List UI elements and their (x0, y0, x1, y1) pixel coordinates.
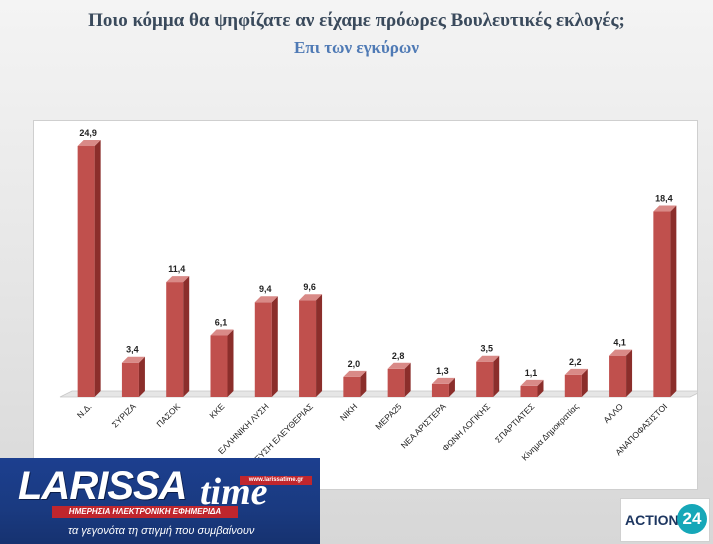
bar-top-2 (166, 276, 190, 283)
bar-0 (77, 146, 95, 397)
bar-top-11 (564, 368, 588, 375)
bar-value-label-0: 24,9 (79, 128, 97, 138)
bar-value-label-11: 2,2 (569, 357, 582, 367)
bar-top-0 (77, 140, 101, 147)
category-label-10: ΣΠΑΡΤΙΑΤΕΣ (493, 401, 536, 444)
bar-top-7 (387, 362, 411, 369)
bar-3 (210, 335, 228, 397)
bar-value-label-1: 3,4 (126, 345, 139, 355)
bar-value-label-6: 2,0 (348, 359, 361, 369)
bar-value-label-10: 1,1 (525, 368, 538, 378)
category-label-0: Ν.Δ. (75, 401, 94, 420)
bar-12 (609, 355, 627, 397)
bar-value-label-5: 9,6 (303, 282, 316, 292)
bar-value-label-12: 4,1 (613, 338, 626, 348)
bar-10 (520, 385, 538, 397)
bar-side-9 (493, 355, 500, 397)
action24-text: ACTION (625, 512, 679, 528)
bar-side-7 (404, 362, 411, 397)
bar-2 (166, 282, 184, 397)
chart-floor (59, 390, 697, 398)
category-label-12: ΑΛΛΟ (601, 401, 625, 425)
logo-url: www.larissatime.gr (240, 476, 312, 485)
larissa-time-logo: LARISSA time www.larissatime.gr ΗΜΕΡΗΣΙΑ… (0, 458, 320, 544)
bar-side-1 (138, 356, 145, 397)
action24-number: 24 (677, 504, 707, 534)
bar-value-label-3: 6,1 (215, 318, 228, 328)
bar-top-5 (299, 294, 323, 301)
bar-7 (387, 368, 405, 397)
logo-word-larissa: LARISSA (18, 464, 188, 508)
bar-side-2 (183, 276, 190, 397)
bar-top-1 (121, 356, 145, 363)
bar-value-label-9: 3,5 (480, 344, 493, 354)
bar-top-6 (343, 370, 367, 377)
chart-area: 24,9 Ν.Δ. 3,4 ΣΥΡΙΖΑ 11,4 ΠΑΣΟΚ 6,1 ΚΚΕ 9,4 ΕΛΛΗΝ… (33, 120, 698, 490)
bar-side-10 (537, 379, 544, 397)
chart-title: Ποιο κόμμα θα ψηφίζατε αν είχαμε πρόωρες… (88, 10, 625, 31)
bar-top-8 (431, 377, 455, 384)
bar-8 (431, 383, 449, 397)
bar-top-9 (476, 355, 500, 362)
bar-side-6 (360, 370, 367, 397)
bar-top-3 (210, 329, 234, 336)
bar-4 (254, 302, 272, 397)
bar-side-5 (316, 294, 323, 397)
category-label-1: ΣΥΡΙΖΑ (110, 401, 138, 429)
bar-side-3 (227, 329, 234, 397)
chart-subtitle: Επι των εγκύρων (294, 38, 419, 57)
bar-top-13 (653, 205, 677, 212)
bar-side-4 (271, 296, 278, 397)
category-label-8: ΝΕΑ ΑΡΙΣΤΕΡΑ (399, 401, 448, 450)
bar-5 (299, 300, 317, 397)
logo-tagline-strip: ΗΜΕΡΗΣΙΑ ΗΛΕΚΤΡΟΝΙΚΗ ΕΦΗΜΕΡΙΔΑ (52, 506, 238, 518)
bar-side-0 (94, 140, 101, 397)
bar-value-label-2: 11,4 (168, 264, 185, 274)
bar-13 (653, 211, 671, 397)
logo-slogan: τα γεγονότα τη στιγμή που συμβαίνουν (68, 525, 255, 537)
bar-side-13 (670, 205, 677, 397)
bar-9 (476, 361, 494, 397)
category-label-3: ΚΚΕ (207, 401, 226, 420)
bar-value-label-8: 1,3 (436, 366, 449, 376)
bar-top-10 (520, 379, 544, 386)
bar-value-label-4: 9,4 (259, 284, 272, 294)
bar-11 (564, 374, 582, 397)
bar-6 (343, 376, 361, 397)
bar-chart: 24,9Ν.Δ.3,4ΣΥΡΙΖΑ11,4ΠΑΣΟΚ6,1ΚΚΕ9,4ΕΛΛΗΝ… (59, 128, 697, 472)
category-label-2: ΠΑΣΟΚ (154, 401, 182, 429)
category-label-7: ΜΕΡΑ25 (373, 401, 404, 432)
category-label-6: ΝΙΚΗ (338, 401, 359, 422)
bar-side-8 (448, 377, 455, 397)
bar-side-11 (581, 368, 588, 397)
bar-top-12 (609, 349, 633, 356)
bar-value-label-13: 18,4 (655, 194, 673, 204)
bar-value-label-7: 2,8 (392, 351, 405, 361)
bar-1 (121, 362, 139, 397)
bar-side-12 (626, 349, 633, 397)
action24-logo: ACTION 24 (620, 498, 710, 542)
bar-top-4 (254, 296, 278, 303)
category-label-9: ΦΩΝΗ ΛΟΓΙΚΗΣ (440, 401, 492, 453)
